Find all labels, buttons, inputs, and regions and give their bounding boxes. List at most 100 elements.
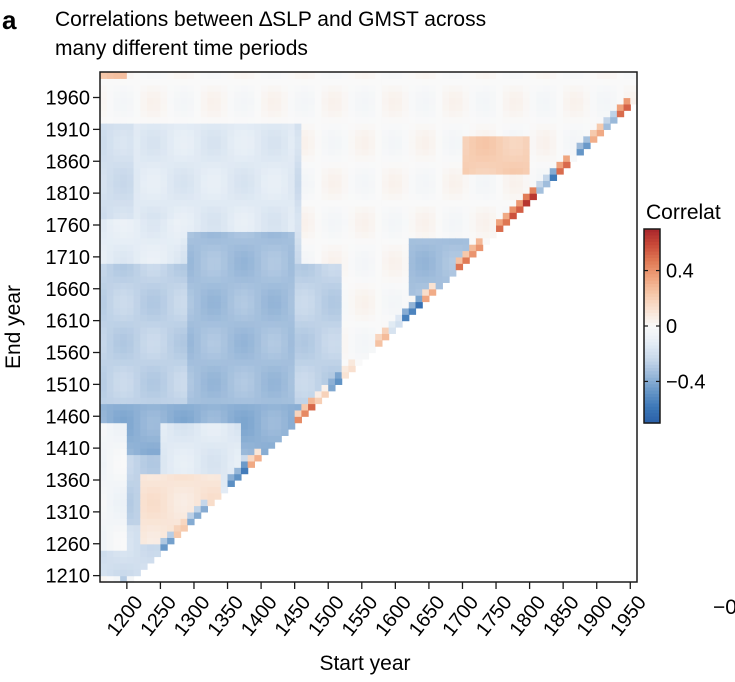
heatmap-cell [106, 110, 115, 118]
heatmap-cell [267, 205, 276, 213]
heatmap-cell [146, 390, 155, 398]
colorbar-segment [644, 241, 660, 246]
heatmap-cell [308, 288, 316, 296]
heatmap-cell [308, 295, 316, 303]
heatmap-cell [576, 97, 584, 105]
heatmap-cell [496, 205, 504, 213]
heatmap-cell [281, 422, 289, 430]
colorbar-tick-label: 0 [666, 316, 677, 338]
heatmap-cell [261, 397, 269, 405]
heatmap-cell [106, 180, 115, 188]
heatmap-cell [341, 288, 349, 296]
heatmap-cell [267, 135, 276, 143]
heatmap-cell [173, 467, 182, 475]
heatmap-cell [442, 269, 450, 277]
heatmap-cell [120, 174, 128, 181]
heatmap-cell [294, 384, 302, 392]
heatmap-cell [180, 518, 188, 526]
heatmap-cell [227, 422, 235, 430]
heatmap-cell [348, 365, 356, 373]
heatmap-cell [160, 295, 168, 303]
heatmap-cell [240, 429, 249, 436]
heatmap-cell [522, 142, 531, 150]
heatmap-cell [442, 256, 450, 264]
heatmap-cell [126, 307, 135, 315]
heatmap-cell [388, 110, 396, 118]
heatmap-cell [462, 103, 470, 111]
heatmap-cell [442, 263, 450, 271]
heatmap-cell [395, 142, 403, 150]
heatmap-cell [368, 301, 376, 309]
heatmap-cell [193, 301, 202, 309]
heatmap-cell [455, 174, 464, 181]
heatmap-cell [167, 135, 175, 143]
heatmap-cell [261, 282, 269, 290]
heatmap-cell [287, 199, 296, 207]
heatmap-cell [334, 256, 343, 264]
heatmap-cell [126, 97, 135, 105]
heatmap-cell [442, 193, 450, 201]
heatmap-cell [140, 435, 148, 443]
heatmap-cell [227, 193, 235, 201]
heatmap-cell [254, 384, 262, 392]
heatmap-cell [100, 244, 108, 252]
heatmap-cell [314, 116, 323, 124]
heatmap-cell [395, 72, 403, 79]
heatmap-cell [153, 129, 162, 137]
heatmap-cell [207, 371, 215, 379]
heatmap-cell [469, 129, 477, 137]
heatmap-cell [146, 505, 155, 513]
heatmap-cell [435, 186, 443, 194]
heatmap-cell [126, 511, 135, 519]
heatmap-cell [167, 524, 175, 532]
heatmap-cell [543, 103, 551, 111]
heatmap-cell [113, 314, 121, 322]
heatmap-cell [348, 174, 356, 181]
heatmap-cell [153, 314, 162, 322]
heatmap-cell [146, 186, 155, 194]
heatmap-cell [220, 454, 229, 462]
heatmap-cell [287, 339, 296, 347]
heatmap-cell [348, 295, 356, 303]
heatmap-cell [100, 72, 108, 79]
heatmap-cell [234, 301, 242, 309]
heatmap-cell [321, 174, 329, 181]
x-tick-label: 1850 [539, 592, 584, 641]
heatmap-cell [348, 288, 356, 296]
heatmap-cell [207, 91, 215, 99]
heatmap-cell [167, 84, 175, 92]
heatmap-cell [402, 282, 410, 290]
heatmap-cell [187, 467, 195, 475]
heatmap-cell [173, 123, 182, 130]
heatmap-cell [126, 256, 135, 264]
heatmap-cell [469, 212, 477, 220]
heatmap-cell [334, 116, 343, 124]
heatmap-cell [502, 148, 511, 156]
heatmap-cell [516, 123, 524, 130]
heatmap-cell [388, 103, 396, 111]
heatmap-cell [462, 231, 470, 239]
heatmap-cell [422, 276, 430, 283]
heatmap-cell [167, 256, 175, 264]
heatmap-cell [569, 84, 578, 92]
heatmap-cell [395, 205, 403, 213]
heatmap-cell [489, 212, 497, 220]
heatmap-cell [328, 282, 336, 290]
heatmap-cell [388, 72, 396, 79]
heatmap-cell [402, 244, 410, 252]
heatmap-cell [475, 186, 484, 194]
panel-label: a [2, 5, 17, 35]
y-tick-label: 1260 [46, 534, 91, 556]
heatmap-cell [207, 390, 215, 398]
heatmap-cell [120, 154, 128, 162]
heatmap-cell [180, 110, 188, 118]
heatmap-cell [193, 460, 202, 468]
heatmap-cell [106, 390, 115, 398]
heatmap-cell [281, 333, 289, 341]
heatmap-cell [100, 193, 108, 201]
heatmap-cell [301, 409, 309, 417]
heatmap-cell [200, 225, 208, 232]
heatmap-cell [348, 103, 356, 111]
heatmap-cell [153, 441, 162, 449]
heatmap-cell [489, 154, 497, 162]
